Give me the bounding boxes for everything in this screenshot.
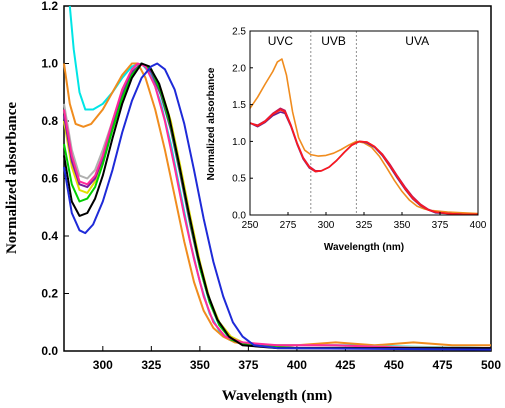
main-x-tick-label-375: 375 (238, 358, 258, 372)
main-x-tick-label-475: 475 (432, 358, 452, 372)
main-series-line-7 (63, 62, 491, 350)
inset-region-label-uvb: UVB (321, 34, 346, 48)
inset-x-tick-label-350: 350 (394, 220, 411, 231)
y-axis-title: Normalized absorbance (4, 102, 20, 254)
main-y-tick-label-0.2: 0.2 (41, 287, 58, 301)
main-y-tick-label-0.8: 0.8 (41, 114, 58, 128)
inset-x-tick-label-375: 375 (432, 220, 449, 231)
inset-region-label-uva: UVA (405, 34, 429, 48)
main-x-tick-label-400: 400 (287, 358, 307, 372)
main-series-line-8 (63, 62, 491, 350)
inset-x-tick-label-400: 400 (470, 220, 487, 231)
main-y-tick-label-0.0: 0.0 (41, 344, 58, 358)
main-x-tick-label-450: 450 (384, 358, 404, 372)
inset-y-tick-label-1.0: 1.0 (232, 137, 246, 148)
main-axis-ticks: 300 325 350 375 400 425 450 475 500 0.0 0.2 0.4 0.6 0… (41, 0, 501, 372)
main-x-tick-label-425: 425 (335, 358, 355, 372)
main-series-line-9 (63, 62, 492, 351)
inset-axis-ticks: 250 275 300 325 350 375 400 0.0 0.5 1.0 1.5 2.0 2.5 (232, 27, 487, 232)
inset-chart: UVC UVB UVA 250 275 300 325 350 375 400 0.0 0.5 1.0… (206, 27, 487, 254)
main-x-tick-label-350: 350 (190, 358, 210, 372)
inset-background (250, 31, 478, 215)
inset-series-line-4 (249, 109, 478, 216)
inset-series-line-1 (249, 58, 479, 215)
main-series-lines (63, 5, 492, 351)
inset-y-axis-title: Normalized absorbance (206, 67, 217, 180)
main-x-tick-label-300: 300 (93, 358, 113, 372)
inset-region-label-uvc: UVC (268, 34, 294, 48)
main-y-tick-label-1.0: 1.0 (41, 57, 58, 71)
inset-x-tick-label-300: 300 (318, 220, 335, 231)
inset-series-lines (249, 58, 479, 216)
main-series-line-2 (63, 62, 491, 347)
inset-y-tick-label-2.0: 2.0 (232, 63, 246, 74)
inset-y-tick-label-2.5: 2.5 (232, 27, 246, 38)
inset-x-tick-label-325: 325 (356, 220, 373, 231)
main-y-tick-label-0.6: 0.6 (41, 172, 58, 186)
main-x-tick-label-325: 325 (141, 358, 161, 372)
inset-y-tick-label-1.5: 1.5 (232, 100, 246, 111)
inset-uv-regions: UVC UVB UVA (268, 31, 429, 215)
main-x-tick-label-500: 500 (481, 358, 501, 372)
x-axis-title: Wavelength (nm) (222, 388, 332, 404)
inset-x-tick-label-275: 275 (280, 220, 297, 231)
main-y-tick-label-1.2: 1.2 (41, 0, 58, 13)
inset-x-axis-title: Wavelength (nm) (324, 242, 404, 253)
inset-y-tick-label-0.0: 0.0 (232, 211, 246, 222)
inset-y-tick-label-0.5: 0.5 (232, 174, 246, 185)
main-y-tick-label-0.4: 0.4 (41, 229, 58, 243)
inset-x-tick-label-250: 250 (242, 220, 259, 231)
